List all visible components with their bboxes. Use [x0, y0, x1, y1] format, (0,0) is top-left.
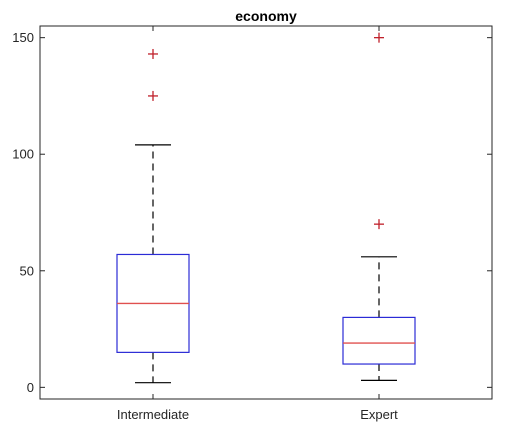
y-tick-label: 150: [12, 30, 34, 45]
y-tick-label: 100: [12, 147, 34, 162]
y-tick-label: 50: [20, 263, 34, 278]
y-tick-label: 0: [27, 380, 34, 395]
x-tick-label: Intermediate: [117, 407, 189, 422]
x-tick-label: Expert: [360, 407, 398, 422]
plot-area: [40, 26, 492, 399]
chart-title: economy: [235, 8, 297, 24]
